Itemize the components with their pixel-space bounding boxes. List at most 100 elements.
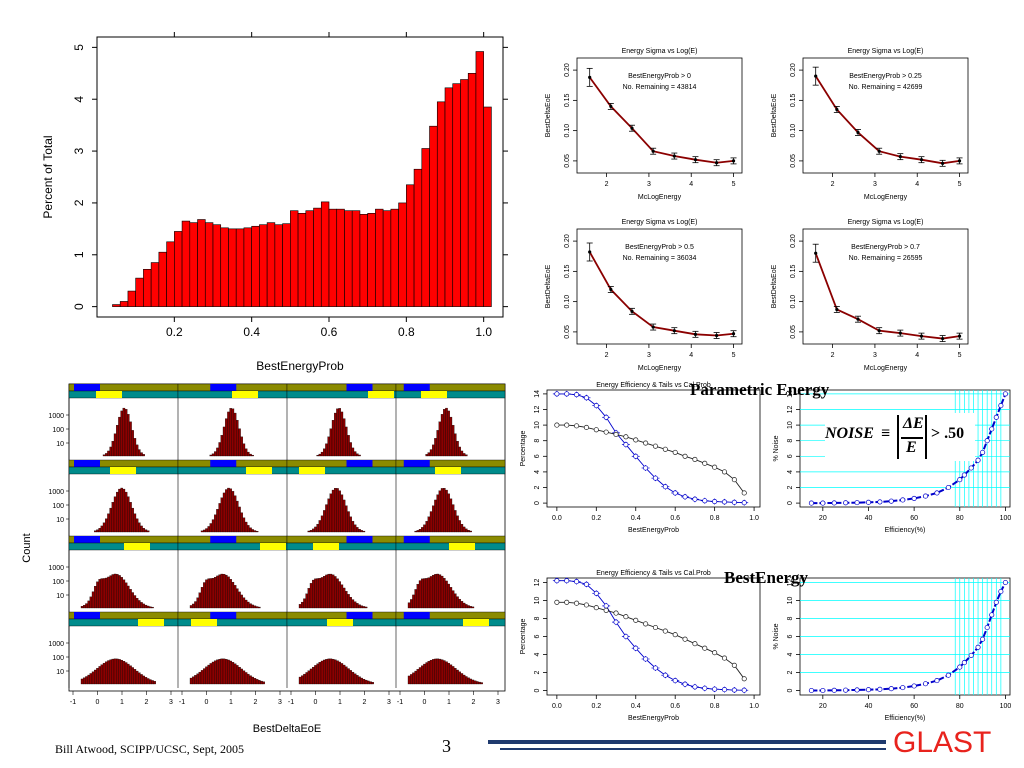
trellis-bar xyxy=(458,520,461,533)
trellis-xtick-label: -1 xyxy=(179,699,185,706)
trellis-bar xyxy=(445,580,448,609)
trellis-bar xyxy=(118,659,121,685)
trellis-ytick-label: 1000 xyxy=(48,565,64,572)
trellis-bar xyxy=(325,443,328,457)
hist-bar xyxy=(297,212,307,307)
trellis-bar xyxy=(471,679,475,685)
sigma-frame xyxy=(576,228,743,345)
trellis-bar xyxy=(427,516,431,533)
trellis-bar xyxy=(127,585,130,609)
eff2-point xyxy=(633,617,639,623)
trellis-bar xyxy=(371,682,374,685)
trellis-bar xyxy=(233,412,237,457)
trellis-bar xyxy=(429,449,433,457)
trellis-bar xyxy=(347,668,350,685)
eff1-point xyxy=(574,423,580,429)
trellis-bar xyxy=(438,421,442,457)
trellis-bar xyxy=(331,489,335,533)
trellis-bar xyxy=(454,593,457,609)
sigma-point xyxy=(814,251,818,255)
trellis-bar xyxy=(220,435,224,457)
trellis-bar xyxy=(244,672,248,685)
sigma-ylabel: BestDeltaEoE xyxy=(545,93,552,137)
trellis-bar xyxy=(220,573,224,609)
sigma-point xyxy=(651,149,655,153)
trellis-bar xyxy=(460,523,464,533)
trellis-bar xyxy=(342,664,346,685)
trellis-ytick-label: 1000 xyxy=(48,489,64,496)
trellis-bar xyxy=(222,426,226,457)
trellis-bar xyxy=(318,662,322,685)
trellis-bar xyxy=(87,674,90,685)
trellis-bar xyxy=(462,526,466,533)
trellis-bar xyxy=(314,578,317,609)
hist-bar xyxy=(274,224,283,307)
sigma-point xyxy=(941,161,945,165)
trellis-bar xyxy=(427,577,431,609)
noise1-point xyxy=(854,500,860,506)
trellis-bar xyxy=(301,675,304,685)
noise2-ytick-label: 8 xyxy=(787,616,794,620)
trellis-bar xyxy=(462,674,466,685)
eff1-frame xyxy=(546,389,761,508)
eff2-point xyxy=(721,687,728,693)
trellis-bar xyxy=(465,676,468,685)
eff1-ytick-label: 8 xyxy=(534,439,541,443)
trellis-bar xyxy=(469,530,472,533)
trellis-strip-teal xyxy=(68,390,179,399)
noise2-point xyxy=(808,687,814,694)
trellis-bar xyxy=(353,451,357,457)
sigma-xlabel: McLogEnergy xyxy=(638,365,682,372)
trellis-bar xyxy=(454,433,457,457)
trellis-bar xyxy=(418,529,422,533)
sigma-xtick-label: 4 xyxy=(689,181,693,188)
trellis-bar xyxy=(214,451,217,457)
trellis-bar xyxy=(238,506,241,533)
sigma-cut-label: BestEnergyProb > 0.25 xyxy=(849,73,922,80)
hist-bar xyxy=(406,184,415,307)
trellis-bar xyxy=(129,589,132,609)
eff1-point xyxy=(741,500,747,506)
trellis-bar xyxy=(253,530,257,533)
trellis-bar xyxy=(100,525,104,533)
hist-bar xyxy=(259,224,268,307)
trellis-bar xyxy=(109,659,112,685)
eff1-point xyxy=(564,422,570,428)
sigma-xtick-label: 5 xyxy=(958,352,962,359)
trellis-strip-yellow xyxy=(246,467,272,474)
eff2-xtick-label: 0.8 xyxy=(710,703,720,710)
trellis-bar xyxy=(98,579,101,609)
sigma-point xyxy=(693,158,698,162)
trellis-strip-blue xyxy=(210,536,237,543)
trellis-ytick-label: 100 xyxy=(52,427,64,434)
trellis-bar xyxy=(233,495,237,533)
trellis-bar xyxy=(358,529,361,533)
trellis-bar xyxy=(146,530,150,533)
eff2-point xyxy=(702,685,708,691)
trellis-bar xyxy=(421,578,424,609)
trellis-bar xyxy=(120,577,123,609)
trellis-bar xyxy=(107,576,110,609)
trellis-strip-yellow xyxy=(260,543,286,550)
trellis-bar xyxy=(113,658,117,685)
hist-bar xyxy=(336,208,345,307)
trellis-bar xyxy=(225,574,228,609)
noise2-point xyxy=(975,644,981,650)
trellis-bar xyxy=(465,454,468,457)
trellis-bar xyxy=(451,425,455,457)
noise2-point xyxy=(865,687,872,693)
trellis-bar xyxy=(312,528,315,533)
trellis-bar xyxy=(102,454,106,457)
trellis-bar xyxy=(416,584,420,609)
eff1-point xyxy=(702,498,708,504)
trellis-bar xyxy=(129,665,132,685)
noise1-point xyxy=(984,438,990,444)
trellis-bar xyxy=(142,603,145,609)
hist-bar xyxy=(367,212,376,307)
trellis-bar xyxy=(200,670,204,685)
trellis-bar xyxy=(305,672,308,685)
trellis-bar xyxy=(338,490,341,533)
trellis-bar xyxy=(438,574,442,609)
trellis-bar xyxy=(436,573,439,609)
eff2-ytick-label: 12 xyxy=(534,579,541,587)
